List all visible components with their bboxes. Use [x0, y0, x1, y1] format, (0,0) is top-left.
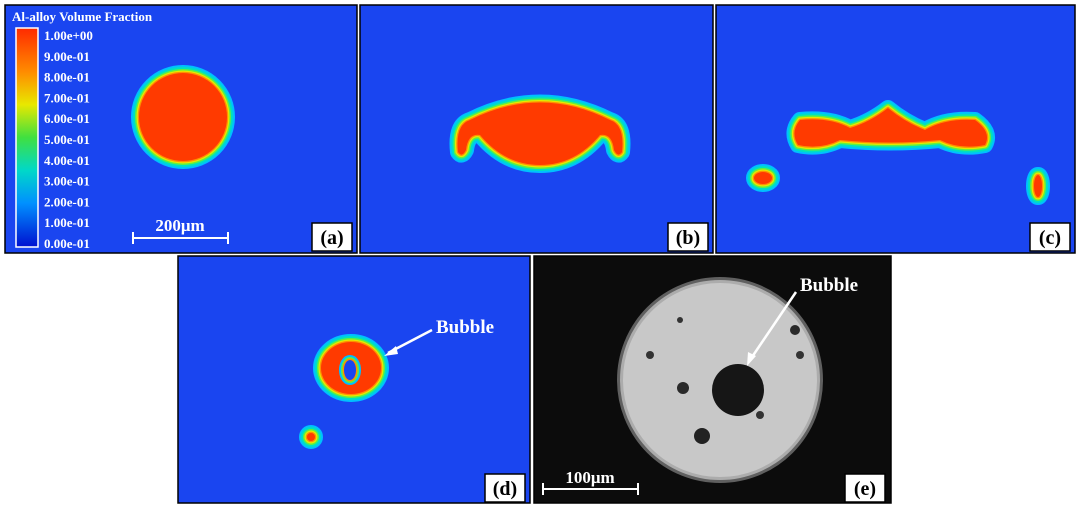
micrograph: [617, 277, 823, 483]
colorbar-label: 1.00e+00: [44, 28, 93, 43]
colorbar-label: 8.00e-01: [44, 70, 90, 85]
scale-bar-label: 100μm: [565, 468, 614, 487]
bubble-hole: [712, 364, 764, 416]
pore: [694, 428, 710, 444]
panel-label: (e): [854, 478, 876, 500]
colorbar-label: 9.00e-01: [44, 49, 90, 64]
pore: [756, 411, 764, 419]
arrow-head: [384, 346, 398, 356]
pore: [646, 351, 654, 359]
colorbar-label: 6.00e-01: [44, 111, 90, 126]
colorbar-labels: 1.00e+00 9.00e-01 8.00e-01 7.00e-01 6.00e-01…: [44, 28, 93, 251]
panel-label-box: [667, 222, 709, 252]
arrow: [748, 291, 798, 361]
colorbar-title: Al-alloy Volume Fraction: [12, 9, 153, 24]
colorbar-label: 2.00e-01: [44, 194, 90, 209]
panel-label-box: [311, 222, 353, 252]
annotation: Bubble: [436, 317, 494, 338]
panel-label-box: [1029, 222, 1071, 252]
pore: [677, 317, 683, 323]
droplet: [794, 108, 988, 147]
colorbar-label: 3.00e-01: [44, 174, 90, 189]
panel-label: (c): [1039, 227, 1061, 249]
colorbar-label: 1.00e-01: [44, 215, 90, 230]
droplet: [307, 433, 315, 441]
panel-label-box: [844, 473, 886, 503]
scale-bar: [542, 483, 639, 495]
colorbar: [15, 27, 39, 248]
panel-label: (d): [493, 478, 517, 500]
pore: [677, 382, 689, 394]
arrow-head: [747, 352, 756, 366]
colorbar-label: 7.00e-01: [44, 90, 90, 105]
colorbar-label: 5.00e-01: [44, 132, 90, 147]
droplet: [139, 73, 227, 161]
scale-bar-label: 200μm: [155, 216, 204, 235]
panel-label-box: [484, 473, 526, 503]
particle-rim: [617, 277, 823, 483]
scale-bar: [132, 232, 229, 244]
droplets: [131, 65, 1050, 449]
pore: [790, 325, 800, 335]
panel-label: (a): [320, 227, 343, 249]
droplet: [457, 102, 623, 165]
panel-labels: (a) (b) (c) (d) (e): [311, 222, 1071, 503]
panel-label: (b): [676, 227, 700, 249]
colorbar-label: 0.00e-01: [44, 236, 90, 251]
droplet: [1034, 175, 1042, 197]
annotation: Bubble: [800, 275, 858, 296]
droplet: [754, 172, 772, 184]
colorbar-label: 4.00e-01: [44, 153, 90, 168]
bubble: [344, 360, 356, 380]
pore: [796, 351, 804, 359]
